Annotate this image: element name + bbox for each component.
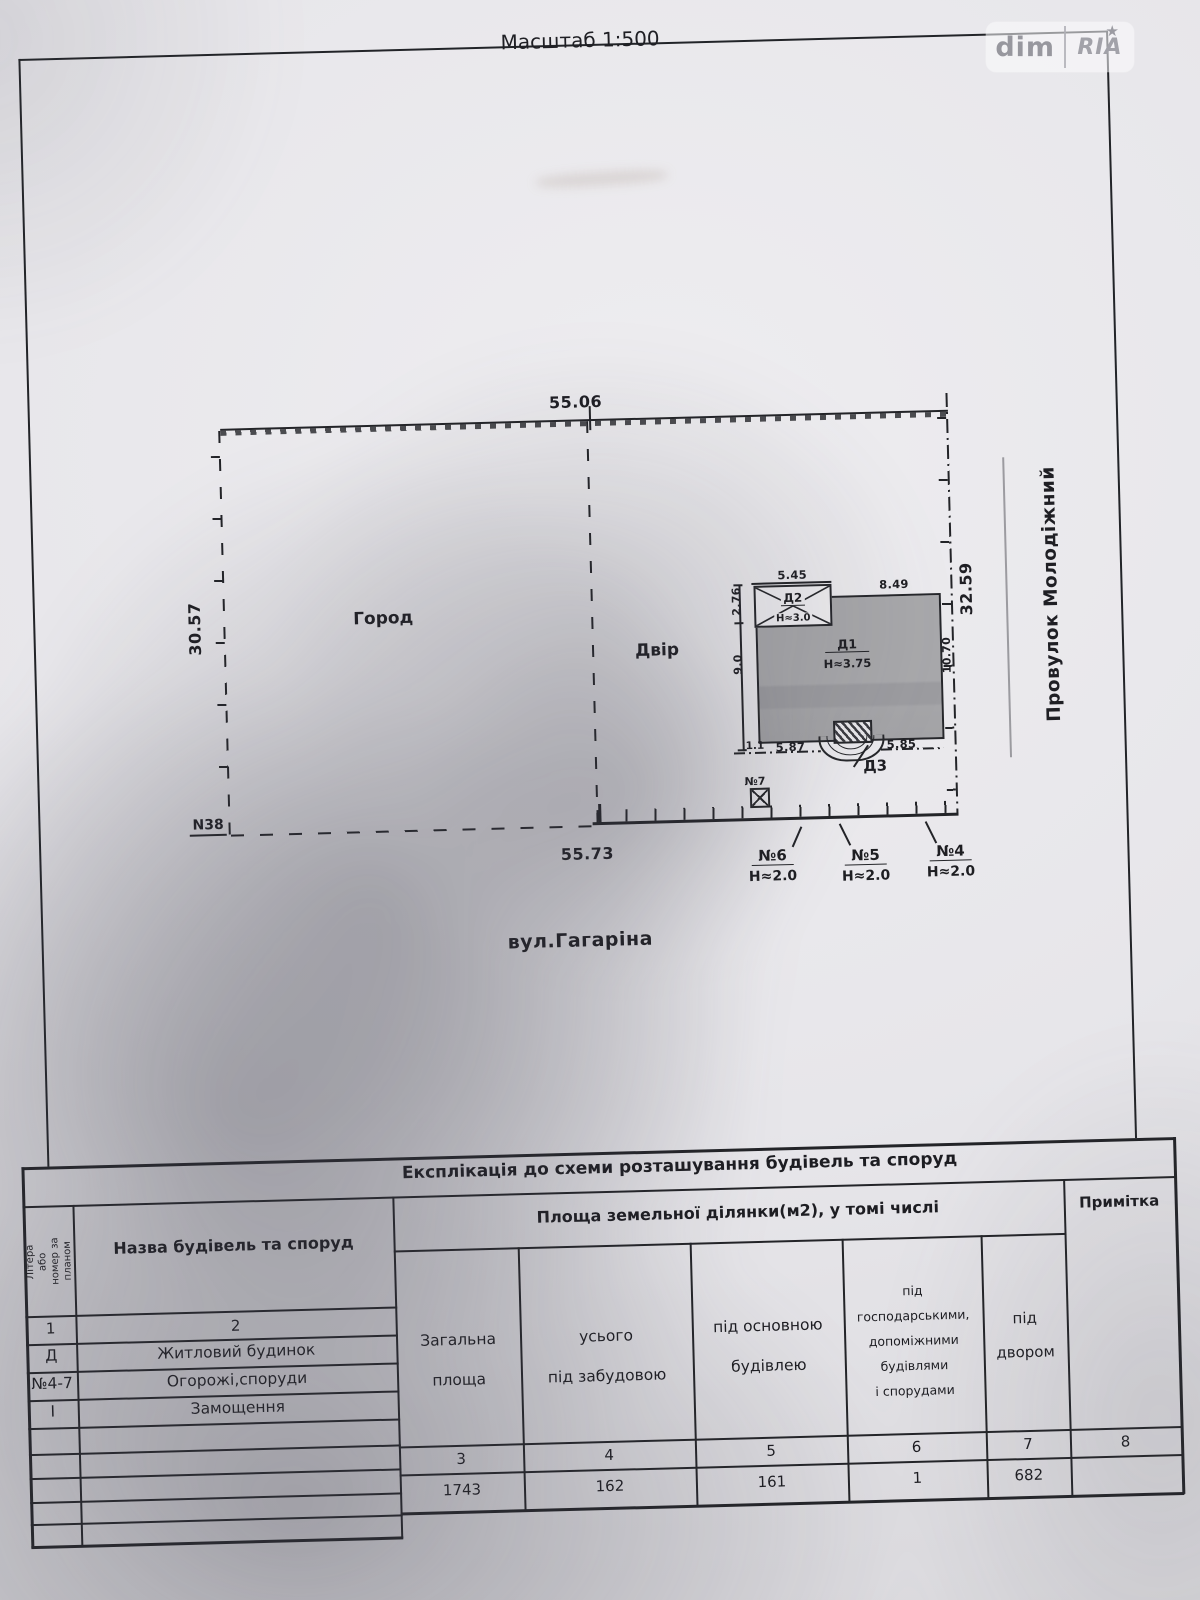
dim-main-top: 8.49 bbox=[878, 576, 909, 592]
table-line bbox=[31, 1536, 404, 1549]
header-area: Площа земельної ділянки(м2), у томі числ… bbox=[536, 1197, 940, 1227]
header-name: Назва будівель та споруд bbox=[113, 1232, 354, 1258]
dim-main-left: 9.0 bbox=[731, 654, 745, 675]
dim-right: 32.59 bbox=[955, 562, 977, 616]
yard-label: Двір bbox=[634, 639, 680, 662]
garden-label: Город bbox=[352, 607, 414, 630]
fence-tag-6: №6 Н≈2.0 bbox=[748, 845, 798, 886]
header-note: Примітка bbox=[1078, 1191, 1160, 1212]
main-house-height: Н≈3.75 bbox=[823, 655, 872, 672]
annex-d2: Д2 Н≈3.0 bbox=[753, 583, 833, 628]
subheader-total: Загальна площа bbox=[419, 1329, 497, 1390]
value-main: 161 bbox=[757, 1472, 787, 1492]
well-symbol bbox=[749, 787, 771, 809]
subheader-main: під основною будівлею bbox=[712, 1315, 823, 1376]
subheader-built: усього під забудовою bbox=[547, 1326, 667, 1387]
table-line bbox=[29, 1468, 402, 1480]
corner-point-label: N38 bbox=[189, 816, 228, 837]
header-litera: Літера або номер за планом bbox=[24, 1237, 74, 1286]
row-litera: І bbox=[50, 1402, 56, 1421]
dim-bottom-left: 5.87 bbox=[775, 739, 806, 755]
dim-bottom: 55.73 bbox=[560, 843, 615, 865]
dim-main-right: 10.70 bbox=[939, 636, 954, 674]
value-aux: 1 bbox=[912, 1468, 923, 1488]
value-built: 162 bbox=[595, 1476, 625, 1496]
table-line bbox=[30, 1514, 403, 1526]
annex-label: Д2 Н≈3.0 bbox=[756, 586, 831, 626]
table-line bbox=[30, 1492, 403, 1504]
row-litera: №4-7 bbox=[31, 1374, 74, 1394]
main-house-id: Д1 bbox=[824, 635, 870, 654]
subheader-aux: під господарськими, допоміжними будівлям… bbox=[856, 1282, 970, 1399]
well-label: №7 bbox=[744, 774, 766, 789]
value-total: 1743 bbox=[442, 1480, 482, 1500]
porch-id: Д3 bbox=[862, 756, 888, 776]
fence-tag-4: №4 Н≈2.0 bbox=[926, 841, 976, 881]
table-line bbox=[393, 1232, 1067, 1253]
table-line bbox=[28, 1444, 401, 1456]
col-number: 4 bbox=[604, 1445, 615, 1465]
star-icon: ★ bbox=[1105, 21, 1120, 40]
col-number: 5 bbox=[766, 1441, 777, 1460]
main-house-label: Д1 Н≈3.75 bbox=[794, 632, 901, 673]
watermark-divider bbox=[1064, 26, 1066, 68]
watermark-dim-text: dim bbox=[995, 31, 1056, 63]
value-yard: 682 bbox=[1014, 1465, 1044, 1485]
col-number: 1 bbox=[45, 1319, 56, 1338]
dim-bottom-right: 5.85 bbox=[886, 736, 917, 752]
annex-height: Н≈3.0 bbox=[773, 612, 813, 625]
col-number: 8 bbox=[1120, 1432, 1131, 1451]
watermark-ria-text: RIA ★ bbox=[1077, 21, 1123, 60]
dim-ria-watermark: dim RIA ★ bbox=[986, 22, 1134, 72]
dim-top: 55.06 bbox=[548, 391, 603, 413]
col-number: 6 bbox=[911, 1437, 922, 1457]
col-number: 7 bbox=[1022, 1434, 1034, 1454]
dim-annex-left: 2.76 bbox=[729, 587, 744, 616]
street-label: вул.Гагаріна bbox=[507, 927, 654, 954]
annex-id: Д2 bbox=[781, 590, 805, 607]
subheader-yard: під двором bbox=[996, 1308, 1056, 1362]
dim-tick bbox=[734, 622, 744, 624]
col-number: 3 bbox=[456, 1449, 467, 1468]
fence-tag-5: №5 Н≈2.0 bbox=[841, 845, 891, 885]
dim-tick bbox=[733, 584, 743, 586]
row-litera: Д bbox=[45, 1346, 58, 1365]
dim-left: 30.57 bbox=[184, 602, 206, 656]
dim-bottom-offset: 1.1 bbox=[745, 739, 765, 753]
